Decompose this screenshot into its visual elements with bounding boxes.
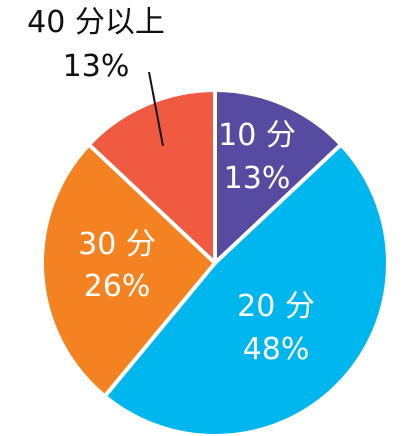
slice-30-min <box>40 142 217 399</box>
slice-40-min-plus <box>86 88 217 265</box>
leader-line-40-min <box>148 71 164 147</box>
slice-40-min-plus-label: 40 分以上 <box>27 5 165 40</box>
slice-30-min-percent: 26% <box>84 269 151 304</box>
slice-10-min <box>213 88 344 265</box>
slice-30-min-label: 30 分 <box>78 227 156 262</box>
slice-20-min-percent: 48% <box>243 332 310 367</box>
slice-10-min-percent: 13% <box>224 161 291 196</box>
slice-20-min-label: 20 分 <box>237 289 315 324</box>
pie-labels: 10 分 13% 20 分 48% 30 分 26% 40 分以上 13% <box>27 5 315 367</box>
slice-40-min-plus-percent: 13% <box>63 49 130 84</box>
pie-slices <box>40 88 390 436</box>
slice-20-min <box>102 142 390 436</box>
slice-10-min-label: 10 分 <box>218 118 296 153</box>
